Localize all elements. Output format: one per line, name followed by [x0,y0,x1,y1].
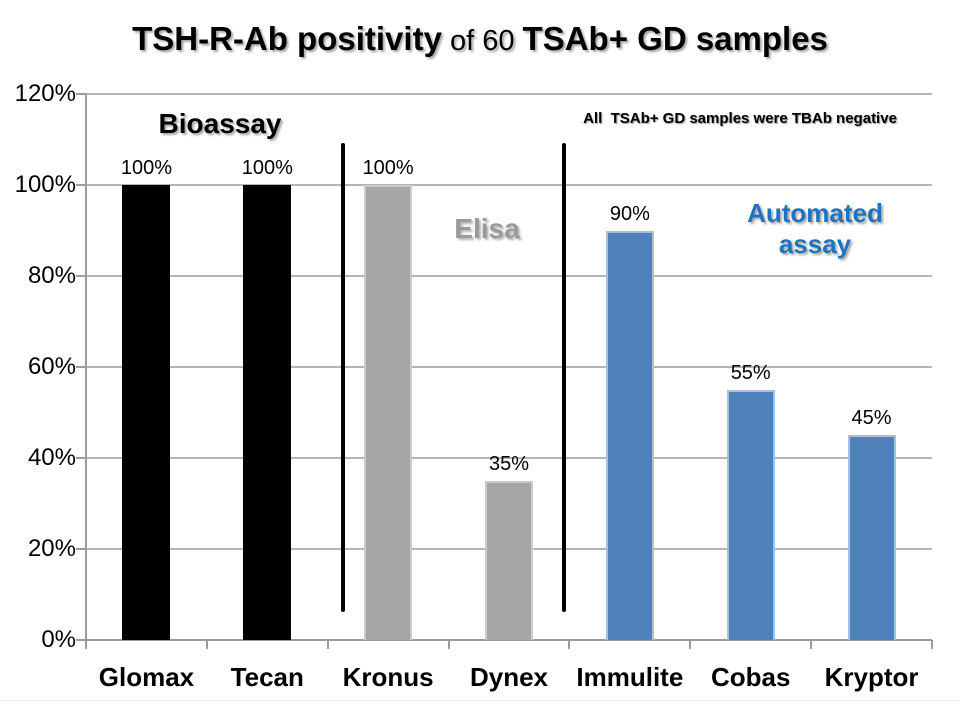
x-axis-label-immulite: Immulite [576,662,684,692]
elisa-group-label: Elisa [454,213,520,244]
x-axis-label-dynex: Dynex [469,662,549,692]
automated-assay-group-label: Automated assay [703,198,927,260]
bar-cobas [726,389,775,640]
x-tick-2 [326,640,329,649]
bar-value-label-kryptor: 45% [851,407,892,430]
x-axis-line [86,639,932,641]
chart-title: TSH-R-Ab positivity of 60 TSAb+ GD sampl… [0,20,960,58]
y-axis-label-60%: 60% [27,353,76,380]
x-tick-6 [810,640,813,649]
x-axis-label-kronus: Kronus [342,662,434,692]
x-axis-label-glomax: Glomax [98,662,195,692]
x-axis-label-cobas: Cobas [710,662,791,692]
automated-assay-label-line1: Automated [747,198,883,228]
x-tick-3 [447,640,450,649]
automated-assay-label-line2: assay [778,229,852,259]
bar-value-label-dynex: 35% [488,452,530,475]
y-axis-label-120%: 120% [14,80,76,107]
y-tick-40% [76,457,86,459]
x-tick-4 [568,640,571,649]
gridline-100% [86,184,932,186]
bar-kronus [364,185,413,640]
bottom-frame-line [0,700,960,701]
chart-title-part2: of 60 [441,25,523,57]
y-tick-120% [76,93,86,95]
gridline-60% [86,366,932,368]
gridline-120% [86,93,932,95]
bar-value-label-cobas: 55% [730,361,771,384]
y-tick-100% [76,184,86,186]
y-tick-0% [76,639,86,641]
bar-value-label-immulite: 90% [609,202,650,225]
y-axis-label-80%: 80% [27,262,76,289]
y-tick-80% [76,275,86,277]
bar-value-label-kronus: 100% [362,157,414,179]
y-axis-label-20%: 20% [27,535,76,562]
plot-area: 0% 20% 40% 60% 80% 100% 120% 100% Glomax 100% Teca… [15,80,933,692]
y-axis-label-40%: 40% [27,444,76,471]
gridline-40% [86,457,932,459]
y-axis-line [85,93,87,649]
y-axis-label-100%: 100% [14,171,76,198]
y-tick-60% [76,366,86,368]
bar-dynex [485,480,533,640]
x-tick-7 [931,640,933,649]
x-tick-5 [689,640,692,649]
x-axis-label-kryptor: Kryptor [824,662,919,692]
bar-value-label-glomax: 100% [120,157,172,179]
y-axis-label-0%: 0% [41,626,76,653]
chart-title-part1: TSH-R-Ab positivity [132,20,442,57]
x-axis-label-tecan: Tecan [230,662,304,692]
bar-tecan [243,185,292,640]
bioassay-group-label: Bioassay [158,108,282,139]
bar-kryptor [847,435,896,640]
x-tick-0 [85,640,87,649]
divider-line-elisa-automated [562,143,566,612]
y-tick-20% [76,548,86,550]
tbab-negative-note: All TSAb+ GD samples were TBAb negative [583,110,897,127]
x-tick-1 [205,640,208,649]
bar-immulite [605,230,654,640]
bar-glomax [122,185,171,640]
divider-line-bioassay-elisa [341,143,345,612]
bar-value-label-tecan: 100% [241,157,293,179]
chart-title-part3: TSAb+ GD samples [522,20,828,57]
gridline-80% [86,275,932,277]
